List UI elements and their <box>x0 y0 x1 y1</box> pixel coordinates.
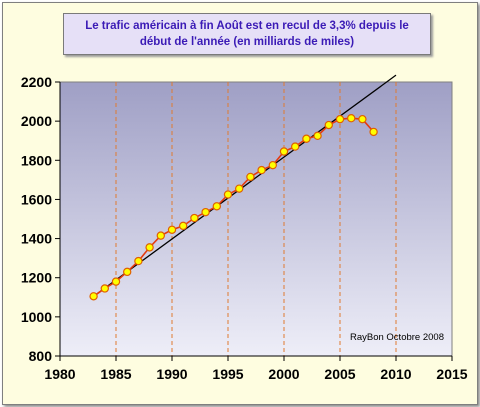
data-point-1986 <box>122 267 132 277</box>
data-point-1990 <box>167 225 177 234</box>
chart-title: Le trafic américain à fin Août est en re… <box>85 20 409 48</box>
data-point-2008 <box>369 127 378 137</box>
data-point-2007 <box>358 114 367 124</box>
data-point-1984 <box>100 284 110 293</box>
data-point-2002 <box>302 134 311 143</box>
y-tick-label-1800: 1800 <box>21 152 52 168</box>
series-layer <box>89 114 378 301</box>
x-tick-label-1985: 1985 <box>100 366 131 382</box>
data-point-2001 <box>291 142 300 151</box>
data-point-1989 <box>156 231 165 240</box>
trend-line <box>93 74 397 297</box>
x-tick-label-2005: 2005 <box>324 366 355 382</box>
chart-title-box: Le trafic américain à fin Août est en re… <box>63 13 431 55</box>
x-tick-label-2010: 2010 <box>380 366 411 382</box>
y-tick-label-2200: 2200 <box>21 74 52 90</box>
plot-area <box>59 81 453 357</box>
y-tick-label-800: 800 <box>29 348 53 364</box>
x-tick-label-2015: 2015 <box>436 366 467 382</box>
y-tick-label-2000: 2000 <box>21 113 52 129</box>
data-point-1992 <box>190 213 199 223</box>
data-point-1996 <box>234 184 244 193</box>
x-tick-label-1990: 1990 <box>156 366 187 382</box>
chart-credit: RayBon Octobre 2008 <box>350 332 444 343</box>
y-tick-label-1000: 1000 <box>21 309 52 325</box>
data-point-1983 <box>89 292 98 301</box>
x-tick-label-2000: 2000 <box>268 366 299 382</box>
data-point-2004 <box>324 120 333 130</box>
data-point-1987 <box>134 256 143 266</box>
data-point-2006 <box>347 114 356 123</box>
data-point-2000 <box>279 147 289 156</box>
x-tick-label-1980: 1980 <box>44 366 75 382</box>
data-point-1994 <box>212 202 221 211</box>
data-point-1991 <box>178 221 188 231</box>
y-tick-label-1400: 1400 <box>21 231 52 247</box>
trend-layer <box>93 74 397 297</box>
data-point-1998 <box>257 165 266 175</box>
data-point-2003 <box>313 131 322 141</box>
axes-layer: 800 1000 1200 1400 1600 1800 2000 2200 1980 1985 1… <box>21 74 468 382</box>
data-point-2005 <box>335 114 345 124</box>
data-point-1997 <box>246 172 255 182</box>
y-tick-label-1200: 1200 <box>21 270 52 286</box>
data-point-1985 <box>111 277 121 286</box>
x-tick-label-1995: 1995 <box>212 366 243 382</box>
data-point-1988 <box>145 243 154 252</box>
data-point-1995 <box>223 190 233 199</box>
y-tick-label-1600: 1600 <box>21 191 52 207</box>
data-point-1993 <box>201 207 210 217</box>
data-point-1999 <box>268 160 277 170</box>
grid-lines <box>115 82 397 356</box>
